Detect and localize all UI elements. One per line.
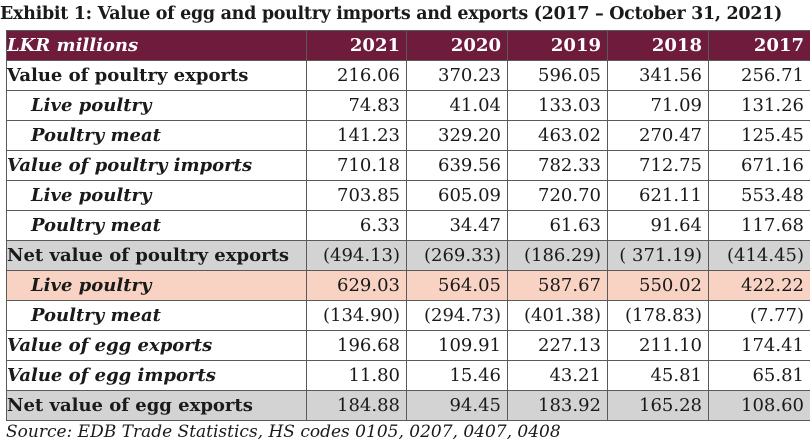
table-row: Poultry meat 6.33 34.47 61.63 91.64 117.…: [6, 210, 810, 241]
table-cell: 108.60: [708, 390, 810, 421]
table-cell: 712.75: [607, 150, 709, 181]
table-cell: 41.04: [406, 90, 508, 121]
table-cell: (414.45): [708, 240, 810, 271]
table-cell: 6.33: [306, 210, 407, 241]
table-cell: 91.64: [607, 210, 709, 241]
table-cell: 550.02: [607, 270, 709, 301]
row-label: Value of poultry imports: [6, 150, 307, 181]
row-label: Value of egg exports: [6, 330, 307, 361]
table-cell: 15.46: [406, 360, 508, 391]
table-row-highlighted: Live poultry 629.03 564.05 587.67 550.02…: [6, 270, 810, 301]
table-cell: 74.83: [306, 90, 407, 121]
table-cell: 183.92: [507, 390, 608, 421]
table-cell: 553.48: [708, 180, 810, 211]
table-cell: (494.13): [306, 240, 407, 271]
row-label: Value of poultry exports: [6, 60, 307, 91]
table-cell: 65.81: [708, 360, 810, 391]
table-row: Poultry meat 141.23 329.20 463.02 270.47…: [6, 120, 810, 151]
table-cell: ( 371.19): [607, 240, 709, 271]
header-row: LKR millions 2021 2020 2019 2018 2017: [6, 30, 810, 61]
table-row: Live poultry 703.85 605.09 720.70 621.11…: [6, 180, 810, 211]
table-cell: 422.22: [708, 270, 810, 301]
table-cell: 117.68: [708, 210, 810, 241]
table-cell: 131.26: [708, 90, 810, 121]
header-year-2018: 2018: [607, 30, 709, 61]
table-cell: (269.33): [406, 240, 508, 271]
table-cell: (7.77): [708, 300, 810, 331]
table-cell: 61.63: [507, 210, 608, 241]
table-row-highlighted: Net value of egg exports 184.88 94.45 18…: [6, 390, 810, 421]
table-cell: 125.45: [708, 120, 810, 151]
table-row: Live poultry 74.83 41.04 133.03 71.09 13…: [6, 90, 810, 121]
table-cell: 720.70: [507, 180, 608, 211]
row-label: Live poultry: [6, 90, 307, 121]
table-cell: 71.09: [607, 90, 709, 121]
table-cell: 782.33: [507, 150, 608, 181]
table-cell: 270.47: [607, 120, 709, 151]
table-cell: 196.68: [306, 330, 407, 361]
table-cell: 629.03: [306, 270, 407, 301]
header-year-2019: 2019: [507, 30, 608, 61]
table-cell: (134.90): [306, 300, 407, 331]
table-cell: 141.23: [306, 120, 407, 151]
table-cell: 227.13: [507, 330, 608, 361]
table-cell: 587.67: [507, 270, 608, 301]
table-cell: 703.85: [306, 180, 407, 211]
header-year-2020: 2020: [406, 30, 508, 61]
row-label: Value of egg imports: [6, 360, 307, 391]
data-table: LKR millions 2021 2020 2019 2018 2017 Va…: [6, 30, 810, 421]
table-row-highlighted: Net value of poultry exports (494.13) (2…: [6, 240, 810, 271]
table-cell: 94.45: [406, 390, 508, 421]
table-row: Poultry meat (134.90) (294.73) (401.38) …: [6, 300, 810, 331]
table-cell: 256.71: [708, 60, 810, 91]
table-cell: 463.02: [507, 120, 608, 151]
row-label: Live poultry: [6, 270, 307, 301]
row-label: Poultry meat: [6, 210, 307, 241]
table-cell: 133.03: [507, 90, 608, 121]
table-cell: 184.88: [306, 390, 407, 421]
table-cell: 605.09: [406, 180, 508, 211]
row-label: Net value of poultry exports: [6, 240, 307, 271]
header-year-2017: 2017: [708, 30, 810, 61]
source-note: Source: EDB Trade Statistics, HS codes 0…: [6, 422, 561, 442]
table-cell: 710.18: [306, 150, 407, 181]
table-cell: 43.21: [507, 360, 608, 391]
header-unit: LKR millions: [6, 30, 307, 61]
table-cell: 564.05: [406, 270, 508, 301]
table-row: Value of poultry imports 710.18 639.56 7…: [6, 150, 810, 181]
table-row: Value of poultry exports 216.06 370.23 5…: [6, 60, 810, 91]
row-label: Net value of egg exports: [6, 390, 307, 421]
row-label: Poultry meat: [6, 120, 307, 151]
table-cell: 596.05: [507, 60, 608, 91]
table-cell: (401.38): [507, 300, 608, 331]
table-cell: 109.91: [406, 330, 508, 361]
table-row: Value of egg imports 11.80 15.46 43.21 4…: [6, 360, 810, 391]
table-cell: 211.10: [607, 330, 709, 361]
table-cell: (178.83): [607, 300, 709, 331]
table-cell: 165.28: [607, 390, 709, 421]
table-cell: 216.06: [306, 60, 407, 91]
table-cell: 341.56: [607, 60, 709, 91]
header-year-2021: 2021: [306, 30, 407, 61]
table-cell: 370.23: [406, 60, 508, 91]
table-cell: 11.80: [306, 360, 407, 391]
table-cell: 671.16: [708, 150, 810, 181]
table-row: Value of egg exports 196.68 109.91 227.1…: [6, 330, 810, 361]
table-cell: 639.56: [406, 150, 508, 181]
table-cell: (186.29): [507, 240, 608, 271]
row-label: Poultry meat: [6, 300, 307, 331]
table-cell: 621.11: [607, 180, 709, 211]
row-label: Live poultry: [6, 180, 307, 211]
table-cell: 34.47: [406, 210, 508, 241]
table-cell: (294.73): [406, 300, 508, 331]
table-cell: 174.41: [708, 330, 810, 361]
table-cell: 45.81: [607, 360, 709, 391]
exhibit-title: Exhibit 1: Value of egg and poultry impo…: [0, 4, 782, 24]
table-cell: 329.20: [406, 120, 508, 151]
